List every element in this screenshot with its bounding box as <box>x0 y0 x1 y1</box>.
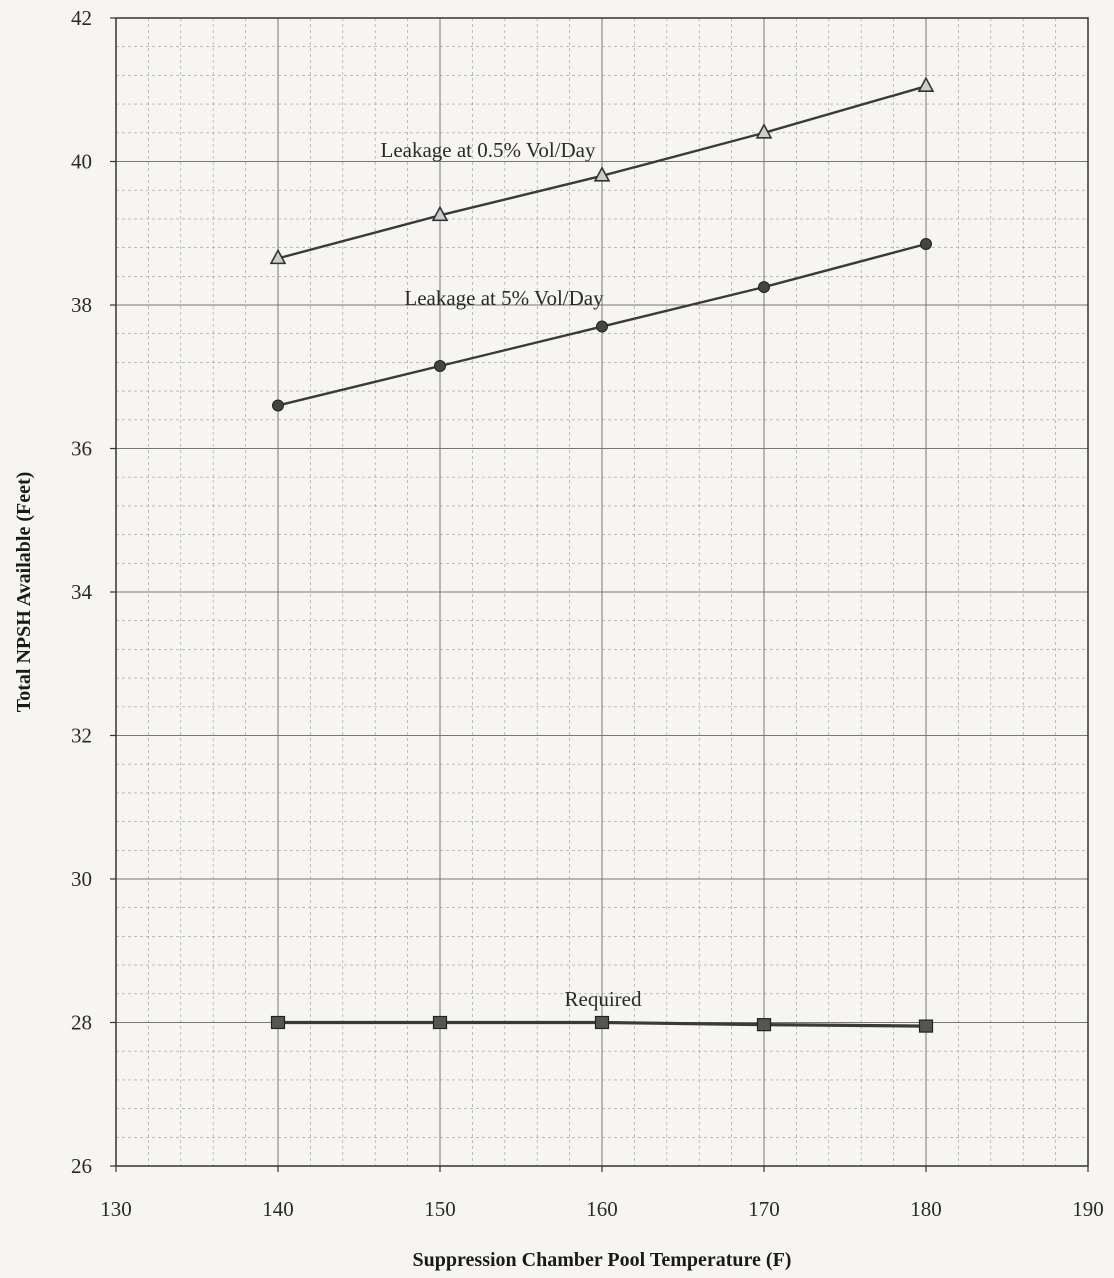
x-tick-label: 150 <box>424 1197 456 1221</box>
y-tick-label: 26 <box>71 1154 92 1178</box>
data-point-triangle <box>755 123 773 139</box>
x-tick-label: 170 <box>748 1197 780 1221</box>
data-point-triangle <box>593 166 611 182</box>
data-point-square <box>918 1019 934 1033</box>
data-point-triangle <box>431 205 449 222</box>
data-point-circle <box>596 320 608 333</box>
data-point-circle <box>920 238 932 251</box>
data-point-circle <box>758 281 770 294</box>
x-tick-label: 140 <box>262 1197 294 1221</box>
y-axis-title: Total NPSH Available (Feet) <box>13 472 35 713</box>
y-tick-label: 28 <box>71 1011 92 1035</box>
y-tick-label: 36 <box>71 437 92 461</box>
data-point-triangle <box>269 248 287 265</box>
x-tick-label: 180 <box>910 1197 942 1221</box>
x-tick-label: 190 <box>1072 1197 1104 1221</box>
y-tick-label: 34 <box>71 580 93 604</box>
data-point-triangle <box>917 76 935 92</box>
series-label-1: Leakage at 0.5% Vol/Day <box>381 138 596 162</box>
label-group: Leakage at 0.5% Vol/Day Leakage at 5% Vol… <box>381 138 642 1011</box>
y-tick-label: 40 <box>71 150 92 174</box>
series-label-2: Leakage at 5% Vol/Day <box>404 286 604 310</box>
series-label-3: Required <box>565 987 642 1011</box>
y-tick-label: 42 <box>71 6 92 30</box>
axis-ticks: 130 140 150 160 170 180 190 26 28 30 32 34 36 38 40 42 <box>71 6 1104 1221</box>
data-point-circle <box>272 399 284 412</box>
series-group <box>269 76 935 1033</box>
data-point-square <box>594 1015 610 1030</box>
y-tick-label: 32 <box>71 724 92 748</box>
data-point-square <box>432 1015 448 1030</box>
data-point-square <box>270 1015 286 1030</box>
data-point-square <box>756 1018 772 1032</box>
y-tick-label: 30 <box>71 867 92 891</box>
x-tick-label: 160 <box>586 1197 618 1221</box>
data-point-circle <box>434 359 446 372</box>
x-tick-label: 130 <box>100 1197 132 1221</box>
y-tick-label: 38 <box>71 293 92 317</box>
x-axis-title: Suppression Chamber Pool Temperature (F) <box>413 1249 792 1271</box>
